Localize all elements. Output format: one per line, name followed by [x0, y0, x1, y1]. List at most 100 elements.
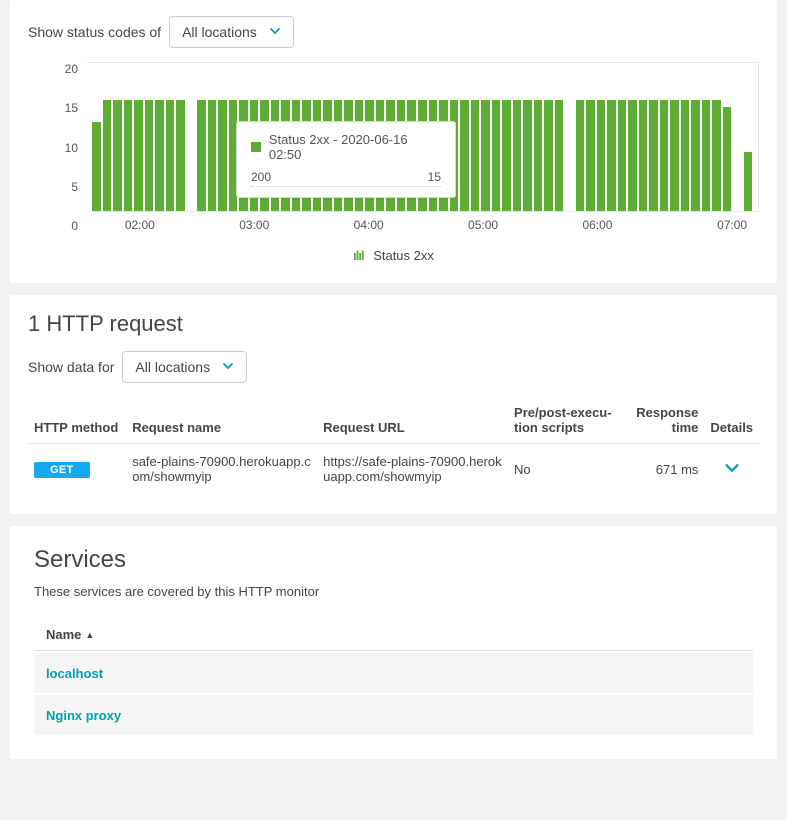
chart-bar[interactable] — [670, 100, 679, 211]
legend-label: Status 2xx — [373, 248, 434, 263]
chart-bar[interactable] — [92, 122, 101, 211]
chart-bar[interactable] — [555, 100, 564, 211]
cell-name: safe-plains-70900.herokuapp.com/showmyip — [126, 444, 317, 495]
chart-bar[interactable] — [607, 100, 616, 211]
chart-bar[interactable] — [218, 100, 227, 211]
chart-bar[interactable] — [723, 107, 732, 211]
chart-bar[interactable] — [492, 100, 501, 211]
chart-bar[interactable] — [113, 100, 122, 211]
cell-scripts: No — [508, 444, 623, 495]
chart-bar[interactable] — [660, 100, 669, 211]
chevron-down-icon — [222, 359, 234, 375]
y-tick: 5 — [71, 180, 78, 194]
status-filter-row: Show status codes of All locations — [28, 16, 759, 48]
http-method-badge: GET — [34, 462, 90, 478]
status-location-select[interactable]: All locations — [169, 16, 294, 48]
request-filter-label: Show data for — [28, 359, 114, 375]
tooltip-swatch-icon — [251, 142, 261, 152]
expand-row-button[interactable] — [704, 444, 759, 495]
chart-bar[interactable] — [502, 100, 511, 211]
chart-bar[interactable] — [513, 100, 522, 211]
service-row: localhost — [34, 653, 753, 693]
chevron-down-icon — [269, 24, 281, 40]
chart-bar[interactable] — [597, 100, 606, 211]
chart-bar[interactable] — [649, 100, 658, 211]
chart-bar[interactable] — [197, 100, 206, 211]
chart-bar[interactable] — [586, 100, 595, 211]
cell-time: 671 ms — [623, 444, 705, 495]
chart-bar[interactable] — [481, 100, 490, 211]
services-panel: Services These services are covered by t… — [10, 526, 777, 759]
chart-bar[interactable] — [166, 100, 175, 211]
chart-bar[interactable] — [628, 100, 637, 211]
chart-y-axis: 20 15 10 5 0 — [28, 62, 86, 233]
x-tick: 03:00 — [239, 218, 269, 232]
request-filter-row: Show data for All locations — [28, 351, 759, 383]
chart-bar[interactable] — [639, 100, 648, 211]
chart-bar[interactable] — [155, 100, 164, 211]
service-row: Nginx proxy — [34, 695, 753, 735]
col-scripts[interactable]: Pre/post-execu­tion scripts — [508, 397, 623, 444]
chart-x-axis: 02:00 03:00 04:00 05:00 06:00 07:00 — [86, 212, 759, 232]
chart-bar[interactable] — [691, 100, 700, 211]
chart-bar[interactable] — [744, 152, 753, 211]
chart-bar[interactable] — [134, 100, 143, 211]
table-header-row: HTTP method Request name Request URL Pre… — [28, 397, 759, 444]
request-table: HTTP method Request name Request URL Pre… — [28, 397, 759, 494]
col-details[interactable]: Details — [704, 397, 759, 444]
services-column-header[interactable]: Name ▲ — [34, 619, 753, 651]
col-method[interactable]: HTTP method — [28, 397, 126, 444]
col-time[interactable]: Response time — [623, 397, 705, 444]
service-link[interactable]: Nginx proxy — [46, 708, 121, 723]
chart-bar[interactable] — [534, 100, 543, 211]
tooltip-title: Status 2xx - 2020-06-16 02:50 — [269, 132, 441, 162]
chart-bar[interactable] — [103, 100, 112, 211]
col-name[interactable]: Request name — [126, 397, 317, 444]
x-tick: 07:00 — [717, 218, 747, 232]
chart-bar[interactable] — [460, 100, 469, 211]
chart-bar[interactable] — [712, 100, 721, 211]
y-tick: 20 — [65, 62, 78, 76]
status-location-value: All locations — [182, 24, 257, 40]
chart-bar[interactable] — [618, 100, 627, 211]
service-link[interactable]: localhost — [46, 666, 103, 681]
bar-chart-icon: ılıl — [353, 248, 363, 263]
cell-url: https://safe-plains-70900.herokuapp.com/… — [317, 444, 508, 495]
chart-bar[interactable] — [576, 100, 585, 211]
tooltip-row-value: 15 — [428, 170, 441, 184]
chart-bar[interactable] — [124, 100, 133, 211]
chart-bar[interactable] — [702, 100, 711, 211]
tooltip-row-label: 200 — [251, 170, 271, 184]
status-codes-panel: Show status codes of All locations 20 15 1… — [10, 0, 777, 283]
request-panel-title: 1 HTTP request — [28, 311, 759, 337]
request-location-select[interactable]: All locations — [122, 351, 247, 383]
services-subtitle: These services are covered by this HTTP … — [34, 584, 753, 599]
y-tick: 0 — [71, 219, 78, 233]
status-chart: 20 15 10 5 0 Status 2xx - 2020-06-16 02:50 2… — [28, 62, 759, 263]
request-location-value: All locations — [135, 359, 210, 375]
chart-legend: ılıl Status 2xx — [28, 248, 759, 263]
chart-plot: Status 2xx - 2020-06-16 02:50 200 15 — [86, 62, 759, 212]
sort-asc-icon: ▲ — [85, 630, 94, 640]
chart-bar[interactable] — [145, 100, 154, 211]
chart-bar[interactable] — [523, 100, 532, 211]
chart-bar[interactable] — [208, 100, 217, 211]
table-row: GET safe-plains-70900.herokuapp.com/show… — [28, 444, 759, 495]
y-tick: 10 — [65, 141, 78, 155]
cell-method: GET — [28, 444, 126, 495]
col-url[interactable]: Request URL — [317, 397, 508, 444]
x-tick: 04:00 — [354, 218, 384, 232]
x-tick: 05:00 — [468, 218, 498, 232]
services-col-name: Name — [46, 627, 81, 642]
status-filter-label: Show status codes of — [28, 24, 161, 40]
chart-bar[interactable] — [471, 100, 480, 211]
chart-bar[interactable] — [176, 100, 185, 211]
chart-tooltip: Status 2xx - 2020-06-16 02:50 200 15 — [236, 121, 456, 198]
chart-bar[interactable] — [681, 100, 690, 211]
services-title: Services — [34, 546, 753, 574]
x-tick: 06:00 — [582, 218, 612, 232]
x-tick: 02:00 — [125, 218, 155, 232]
services-rows: localhost Nginx proxy — [34, 653, 753, 735]
y-tick: 15 — [65, 101, 78, 115]
chart-bar[interactable] — [544, 100, 553, 211]
